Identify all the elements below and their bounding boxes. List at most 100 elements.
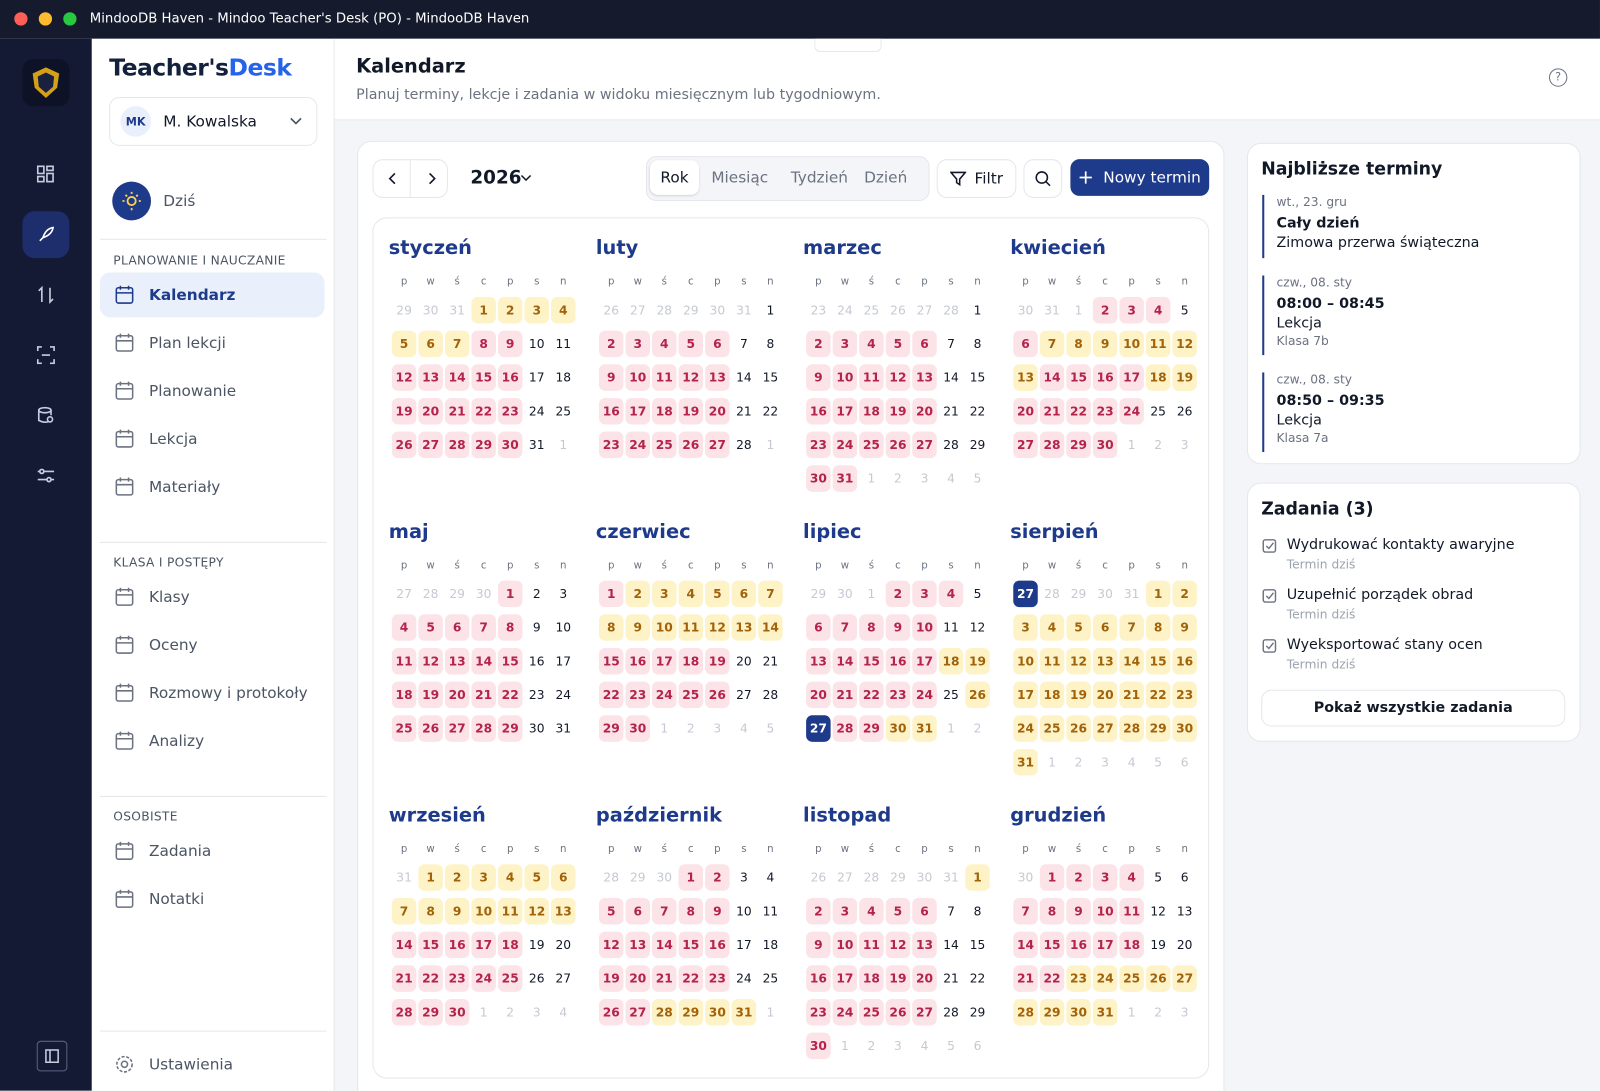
day[interactable]: 30 [837,586,853,602]
day[interactable]: 23 [497,397,523,425]
day[interactable]: 4 [859,330,884,358]
day[interactable]: 24 [555,687,572,703]
day[interactable]: 20 [1176,937,1193,953]
day[interactable]: 7 [947,336,955,352]
day[interactable]: 27 [444,715,470,742]
day[interactable]: 17 [555,654,572,669]
day[interactable]: 8 [1066,330,1091,358]
day[interactable]: 1 [598,580,624,608]
day[interactable]: 15 [762,370,779,385]
day[interactable]: 26 [1145,965,1171,992]
day[interactable]: 18 [1145,364,1171,391]
new-button[interactable]: Nowy termin [1070,159,1210,196]
day[interactable]: 26 [885,431,911,459]
day[interactable]: 6 [625,897,650,925]
day[interactable]: 28 [943,303,959,318]
day[interactable]: 13 [444,647,470,675]
rail-db[interactable] [22,392,69,439]
day[interactable]: 5 [418,614,443,641]
day[interactable]: 4 [497,864,523,891]
day[interactable]: 2 [894,471,902,486]
day[interactable]: 1 [1048,755,1056,770]
day[interactable]: 22 [859,681,884,709]
day[interactable]: 17 [832,397,858,425]
day[interactable]: 19 [1066,681,1091,709]
day[interactable]: 10 [912,614,937,641]
day[interactable]: 24 [912,681,937,709]
day[interactable]: 9 [885,614,911,641]
day[interactable]: 16 [1092,364,1118,391]
day[interactable]: 17 [471,931,496,959]
day[interactable]: 29 [497,715,523,742]
day[interactable]: 22 [969,971,986,986]
rail-sync[interactable] [22,271,69,318]
day[interactable]: 3 [559,586,568,602]
today[interactable]: Dziś [163,191,196,211]
day[interactable]: 28 [762,687,779,703]
day[interactable]: 28 [943,437,959,453]
day[interactable]: 5 [885,897,911,925]
day[interactable]: 28 [943,1005,959,1020]
day[interactable]: 26 [1176,404,1193,419]
view-tab[interactable]: Dzień [864,168,908,187]
day[interactable]: 19 [885,397,911,425]
day[interactable]: 24 [832,998,858,1026]
day[interactable]: 18 [1039,681,1065,709]
day[interactable]: 1 [947,721,955,736]
day[interactable]: 31 [943,870,959,885]
day[interactable]: 21 [471,681,496,709]
day[interactable]: 8 [766,336,775,352]
day[interactable]: 12 [885,931,911,959]
day[interactable]: 6 [1013,330,1038,358]
day[interactable]: 26 [391,431,417,459]
day[interactable]: 24 [528,404,545,419]
day[interactable]: 10 [471,897,496,925]
day[interactable]: 7 [391,897,417,925]
day[interactable]: 13 [705,364,730,391]
day[interactable]: 24 [1013,715,1038,742]
day[interactable]: 5 [1154,755,1163,770]
day[interactable]: 12 [969,620,986,635]
day[interactable]: 22 [598,681,624,709]
day[interactable]: 20 [912,397,937,425]
day[interactable]: 27 [555,971,572,986]
day[interactable]: 25 [678,681,704,709]
day[interactable]: 28 [391,998,417,1026]
rail-teacher[interactable] [22,211,70,259]
day[interactable]: 9 [1092,330,1118,358]
nav-item[interactable]: Oceny [100,622,324,667]
day[interactable]: 2 [806,897,831,925]
nav-item[interactable]: Materiały [100,464,324,509]
day[interactable]: 16 [497,364,523,391]
day[interactable]: 16 [806,397,831,425]
day[interactable]: 6 [1180,755,1189,770]
day[interactable]: 4 [859,897,884,925]
day[interactable]: 10 [1013,647,1038,675]
day[interactable]: 13 [1176,904,1193,919]
day[interactable]: 7 [947,904,955,919]
day[interactable]: 15 [969,937,986,953]
day[interactable]: 14 [1119,647,1144,675]
day[interactable]: 23 [528,687,545,703]
day[interactable]: 2 [1092,296,1118,324]
day[interactable]: 16 [598,397,624,425]
day[interactable]: 28 [652,998,677,1026]
day[interactable]: 17 [736,937,752,953]
close[interactable] [14,12,28,26]
day[interactable]: 22 [762,404,779,419]
day[interactable]: 20 [418,397,443,425]
day[interactable]: 16 [806,965,831,992]
day[interactable]: 11 [497,897,523,925]
day[interactable]: 8 [471,330,496,358]
day[interactable]: 7 [832,614,858,641]
day[interactable]: 1 [766,1005,775,1020]
day[interactable]: 3 [1013,614,1038,641]
day[interactable]: 6 [973,1038,982,1054]
day[interactable]: 26 [885,998,911,1026]
day[interactable]: 11 [555,336,572,352]
day[interactable]: 15 [1066,364,1091,391]
day[interactable]: 3 [1092,864,1118,891]
day[interactable]: 8 [497,614,523,641]
day[interactable]: 28 [1013,998,1038,1026]
day[interactable]: 29 [471,431,496,459]
